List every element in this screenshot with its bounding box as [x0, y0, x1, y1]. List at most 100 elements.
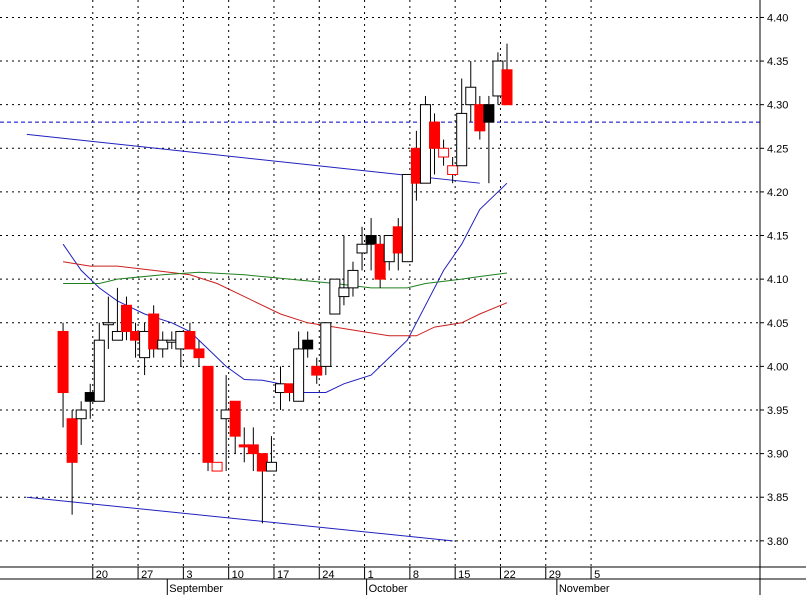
candle-body: [365, 235, 377, 245]
candle-body: [184, 330, 196, 350]
candle: [256, 453, 268, 524]
candle-body: [120, 304, 132, 332]
candle-body: [84, 392, 96, 402]
candle-body: [429, 121, 441, 149]
candle: [501, 43, 513, 106]
candle: [320, 322, 332, 376]
candle-body: [492, 60, 504, 97]
candle: [247, 427, 259, 472]
x-day-label: 24: [322, 569, 334, 581]
moving-average-line: [63, 271, 508, 289]
y-tick-label: 3.95: [767, 405, 788, 417]
candle: [365, 218, 377, 271]
y-tick-label: 4.05: [767, 318, 788, 330]
candle: [465, 61, 477, 123]
candle-body: [111, 330, 123, 341]
candle: [120, 296, 132, 341]
candle-body: [229, 400, 241, 437]
candle-body: [392, 226, 404, 254]
y-tick-label: 4.40: [767, 12, 788, 24]
candle-body: [130, 330, 142, 341]
candle: [438, 139, 450, 166]
candle: [410, 130, 422, 201]
candle: [66, 409, 78, 515]
candle: [211, 461, 223, 472]
candle: [184, 322, 196, 350]
candle: [483, 95, 495, 184]
candle: [356, 226, 368, 271]
y-tick-label: 4.20: [767, 187, 788, 199]
candle-body: [383, 235, 395, 263]
moving-average-line: [62, 182, 508, 393]
candle-body: [139, 330, 151, 359]
candle: [492, 52, 504, 105]
y-tick-label: 3.80: [767, 536, 788, 548]
x-day-label: 15: [458, 569, 470, 581]
candle: [419, 95, 431, 184]
candle: [447, 157, 459, 184]
candle: [284, 383, 296, 402]
candle: [220, 375, 232, 472]
y-tick-label: 4.25: [767, 143, 788, 155]
candle: [429, 113, 441, 175]
x-day-label: 29: [549, 569, 561, 581]
candle: [302, 331, 314, 358]
x-day-label: 3: [186, 569, 192, 581]
x-day-label: 22: [503, 569, 515, 581]
candle: [275, 366, 286, 410]
trendline: [26, 496, 453, 542]
candle-body: [256, 453, 268, 472]
candle-body: [66, 418, 78, 463]
candle: [374, 235, 386, 288]
candle-body: [465, 86, 477, 106]
candle-body: [265, 461, 277, 472]
candle-body: [75, 409, 87, 420]
candle-body: [293, 348, 305, 402]
candle: [202, 365, 214, 472]
candle-body: [102, 322, 114, 326]
candle: [293, 331, 305, 402]
candle: [57, 322, 69, 428]
candle-body: [474, 104, 486, 132]
candle-body: [193, 348, 205, 359]
candle-body: [338, 287, 350, 298]
candle: [130, 322, 142, 358]
candle-body: [419, 104, 431, 184]
candle-body: [501, 69, 513, 106]
candle: [166, 331, 178, 349]
y-tick-label: 3.85: [767, 492, 788, 504]
y-tick-label: 4.35: [767, 56, 788, 68]
moving-average-line: [63, 261, 508, 337]
candle: [347, 261, 359, 297]
candle: [401, 173, 413, 263]
candle-body: [211, 461, 223, 472]
candle-body: [247, 444, 259, 455]
candle-body: [401, 173, 413, 263]
candle: [229, 400, 241, 454]
candle: [311, 357, 323, 384]
candle: [148, 305, 160, 358]
candle-body: [447, 165, 459, 175]
candle: [157, 331, 169, 358]
x-day-label: 17: [277, 569, 289, 581]
candle: [265, 436, 277, 472]
candle-body: [356, 243, 368, 254]
candle-body: [57, 330, 69, 394]
candle-body: [410, 147, 422, 184]
candle: [392, 218, 404, 271]
x-day-label: 1: [368, 569, 374, 581]
candle-body: [275, 383, 286, 394]
candle: [84, 383, 96, 419]
candle-body: [329, 278, 341, 315]
candle-body: [284, 383, 296, 394]
candle-body: [166, 339, 178, 343]
y-tick-label: 3.90: [767, 449, 788, 461]
y-tick-label: 4.10: [767, 274, 788, 286]
x-month-label: October: [369, 583, 408, 595]
candle-body: [483, 104, 495, 123]
candle-body: [175, 330, 187, 350]
candle: [474, 95, 486, 140]
candle-body: [374, 243, 386, 280]
